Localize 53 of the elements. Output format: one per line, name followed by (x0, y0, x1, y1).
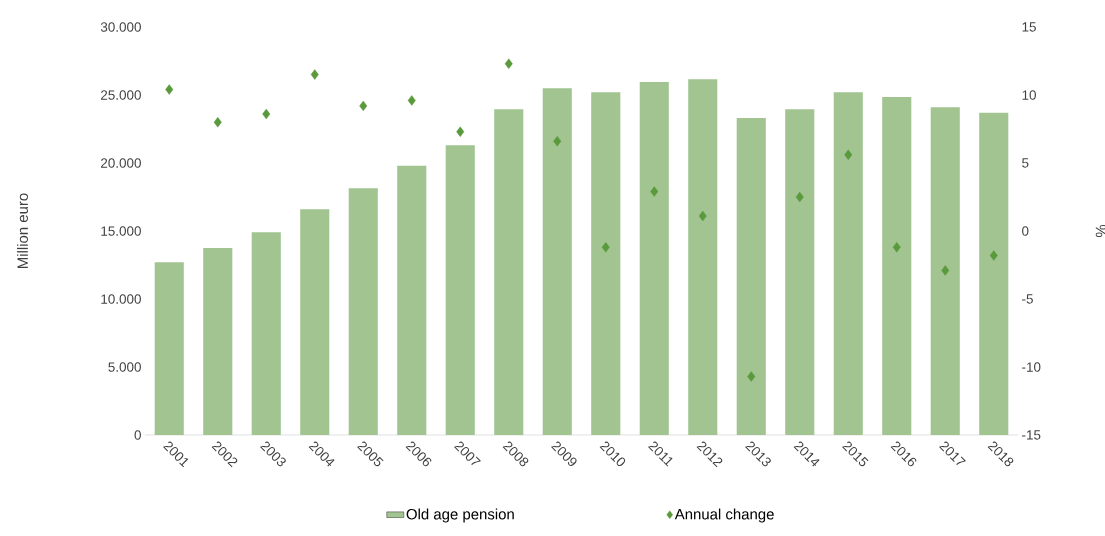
point (844, 149, 853, 161)
y-tick-label: 15.000 (101, 226, 141, 236)
bar (300, 209, 330, 435)
point (407, 95, 416, 106)
point (456, 126, 465, 137)
y-tick-label: 30.000 (100, 22, 141, 32)
y2-tick-label: -10 (1022, 362, 1041, 372)
point (892, 242, 901, 253)
y2-tick-label: 15 (1022, 22, 1036, 32)
y-tick-label: 5.000 (108, 362, 141, 372)
bar (154, 262, 184, 435)
point (359, 100, 368, 112)
point (504, 58, 513, 69)
point (698, 210, 707, 222)
bar (882, 97, 912, 435)
y2-tick-label: -15 (1022, 430, 1041, 440)
bar (494, 109, 524, 435)
bar (736, 118, 766, 435)
point (262, 108, 271, 120)
bar (639, 82, 669, 435)
point (553, 136, 562, 147)
y2-tick-label: 5 (1022, 158, 1029, 168)
legend-label: Old age pension (406, 508, 514, 523)
point (795, 191, 804, 203)
y-tick-label: 10.000 (101, 294, 141, 304)
point (601, 242, 610, 253)
y2-tick-label: 10 (1022, 90, 1036, 100)
y-axis-title: Million euro (17, 193, 28, 268)
bar (542, 88, 572, 435)
bar (397, 165, 427, 435)
bar (688, 79, 718, 435)
bar (833, 92, 863, 435)
bar (930, 107, 960, 435)
bar (785, 109, 815, 435)
y-tick-label: 20.000 (101, 158, 141, 168)
bar (251, 232, 281, 435)
point (310, 69, 319, 80)
legend-label: Annual change (674, 508, 774, 523)
point (165, 84, 174, 95)
point (747, 371, 756, 382)
y-tick-label: 0 (134, 430, 141, 440)
y2-tick-label: -5 (1022, 294, 1033, 304)
y2-tick-label: 0 (1022, 226, 1029, 236)
point (213, 117, 222, 128)
bar (979, 112, 1009, 435)
point (941, 265, 950, 276)
bar (203, 248, 233, 435)
bar (445, 145, 475, 435)
point (989, 250, 998, 261)
y-tick-label: 25.000 (101, 90, 141, 100)
bar (348, 188, 378, 435)
bar (591, 92, 621, 435)
point (650, 186, 659, 197)
